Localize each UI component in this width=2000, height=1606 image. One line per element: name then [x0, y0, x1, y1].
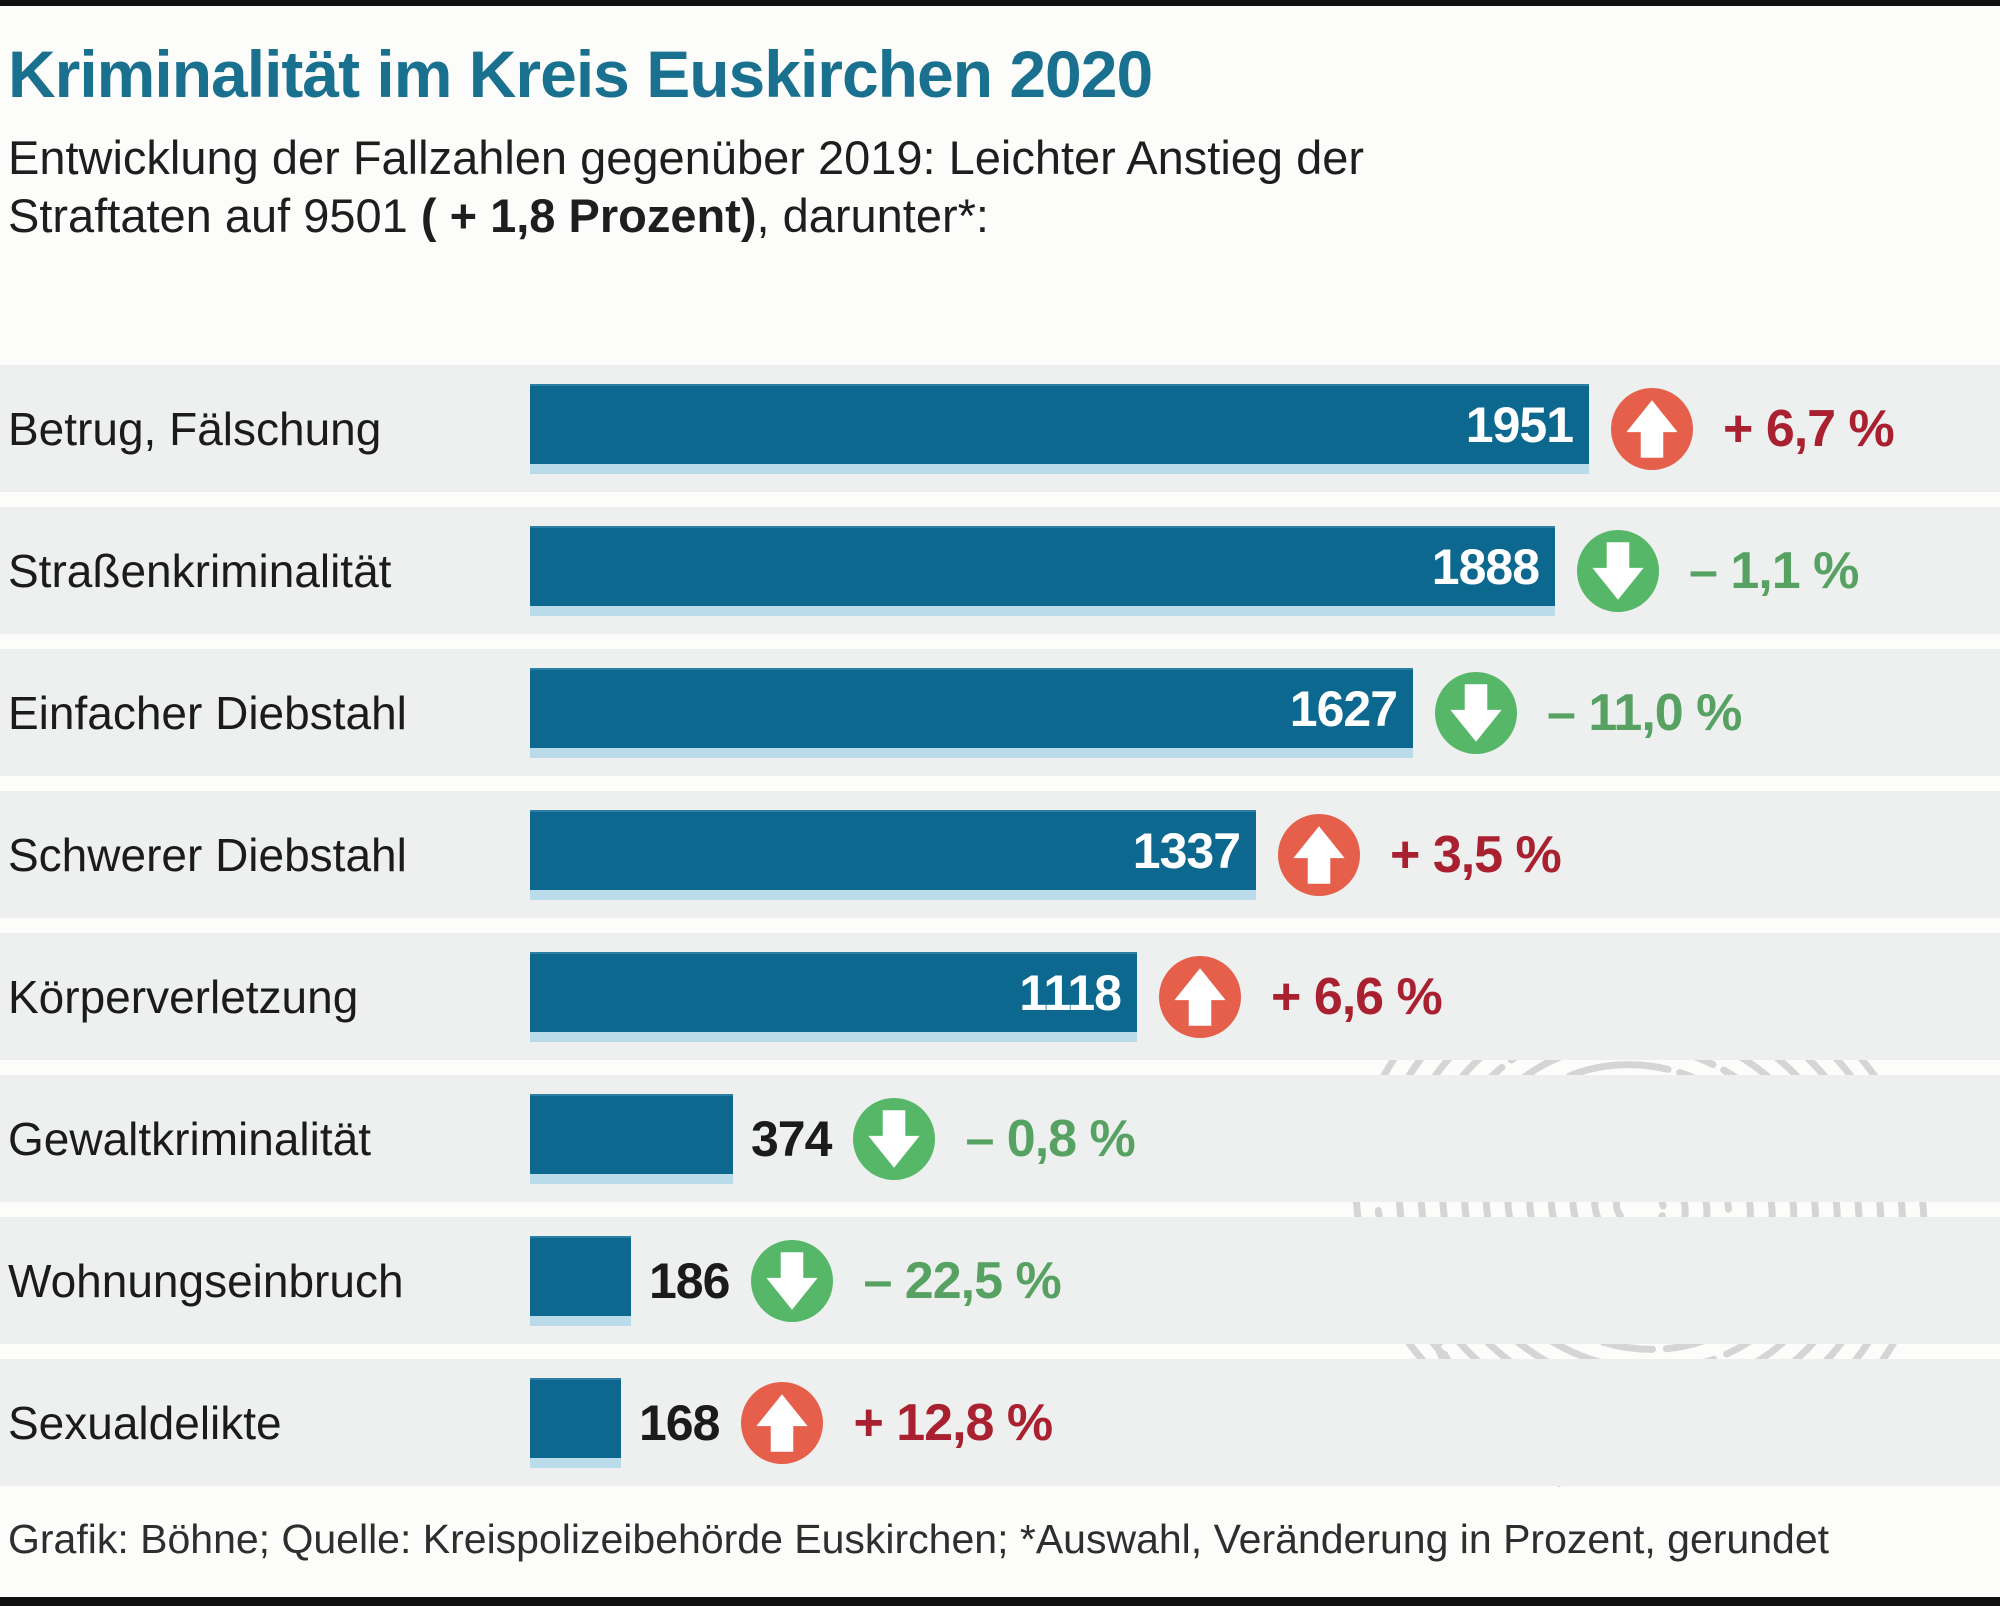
- category-label: Körperverletzung: [8, 970, 359, 1023]
- case-count: 1627: [1289, 680, 1398, 737]
- case-count: 1951: [1465, 396, 1574, 453]
- category-label: Betrug, Fälschung: [8, 402, 382, 455]
- down-arrow-icon: [1435, 671, 1517, 754]
- chart-row: Sexualdelikte 168 + 12,8 %: [0, 1359, 2000, 1487]
- category-label: Straßenkriminalität: [8, 544, 392, 597]
- change-percent: – 11,0 %: [1547, 683, 1742, 742]
- value-bar: 1118: [530, 951, 1137, 1042]
- value-bar: [530, 1377, 621, 1468]
- subtitle: Entwicklung der Fallzahlen gegenüber 201…: [8, 129, 2000, 245]
- category-label: Einfacher Diebstahl: [8, 686, 407, 739]
- value-bar: 1627: [530, 667, 1413, 758]
- change-percent: – 22,5 %: [863, 1251, 1061, 1310]
- bar-area: 1888 – 1,1 %: [530, 525, 2000, 616]
- chart-row: Gewaltkriminalität 374 – 0,8 %: [0, 1075, 2000, 1203]
- value-bar: [530, 1093, 733, 1184]
- category-label: Schwerer Diebstahl: [8, 828, 407, 881]
- chart-row: Körperverletzung 1118 + 6,6 %: [0, 933, 2000, 1061]
- subtitle-total-change: ( + 1,8 Prozent): [420, 189, 757, 243]
- header: Kriminalität im Kreis Euskirchen 2020 En…: [0, 0, 2000, 245]
- up-arrow-icon: [741, 1381, 824, 1464]
- chart-row: Wohnungseinbruch 186 – 22,5 %: [0, 1217, 2000, 1345]
- subtitle-line2-prefix: Straftaten auf 9501: [8, 189, 421, 243]
- value-bar: 1888: [530, 525, 1555, 616]
- change-percent: + 6,7 %: [1723, 399, 1895, 458]
- case-count: 1888: [1431, 538, 1540, 595]
- bar-area: 168 + 12,8 %: [530, 1377, 2000, 1468]
- bar-area: 374 – 0,8 %: [530, 1093, 2000, 1184]
- change-percent: – 0,8 %: [965, 1109, 1135, 1168]
- bar-area: 1118 + 6,6 %: [530, 951, 2000, 1042]
- case-count: 1118: [1019, 964, 1122, 1021]
- change-percent: + 6,6 %: [1271, 967, 1443, 1026]
- up-arrow-icon: [1278, 813, 1360, 896]
- down-arrow-icon: [751, 1239, 834, 1322]
- change-percent: + 12,8 %: [853, 1393, 1053, 1452]
- chart-row: Betrug, Fälschung 1951 + 6,7 %: [0, 365, 2000, 493]
- case-count: 168: [639, 1394, 720, 1451]
- value-bar: 1337: [530, 809, 1256, 900]
- subtitle-line1: Entwicklung der Fallzahlen gegenüber 201…: [8, 131, 1365, 185]
- source-credit: Grafik: Böhne; Quelle: Kreispolizeibehör…: [8, 1516, 1830, 1563]
- case-count: 1337: [1132, 822, 1241, 879]
- chart-title: Kriminalität im Kreis Euskirchen 2020: [8, 37, 1153, 111]
- chart-row: Straßenkriminalität 1888 – 1,1 %: [0, 507, 2000, 635]
- value-bar: [530, 1235, 631, 1326]
- change-percent: + 3,5 %: [1390, 825, 1562, 884]
- up-arrow-icon: [1159, 955, 1241, 1038]
- category-label: Wohnungseinbruch: [8, 1254, 404, 1307]
- category-label: Gewaltkriminalität: [8, 1112, 371, 1165]
- chart-row: Schwerer Diebstahl 1337 + 3,5 %: [0, 791, 2000, 919]
- bar-area: 1951 + 6,7 %: [530, 383, 2000, 474]
- down-arrow-icon: [853, 1097, 936, 1180]
- value-bar: 1951: [530, 383, 1589, 474]
- case-count: 186: [649, 1252, 730, 1309]
- bar-area: 1627 – 11,0 %: [530, 667, 2000, 758]
- change-percent: – 1,1 %: [1689, 541, 1859, 600]
- up-arrow-icon: [1611, 387, 1693, 470]
- bottom-border-bar: [0, 1597, 2000, 1606]
- bar-area: 1337 + 3,5 %: [530, 809, 2000, 900]
- down-arrow-icon: [1577, 529, 1659, 612]
- case-count: 374: [751, 1110, 832, 1167]
- bar-chart: Betrug, Fälschung 1951 + 6,7 % Straßenkrimi…: [0, 365, 2000, 1487]
- subtitle-line2-suffix: , darunter*:: [756, 189, 989, 243]
- category-label: Sexualdelikte: [8, 1396, 282, 1449]
- bar-area: 186 – 22,5 %: [530, 1235, 2000, 1326]
- chart-row: Einfacher Diebstahl 1627 – 11,0 %: [0, 649, 2000, 777]
- top-border-bar: [0, 0, 2000, 6]
